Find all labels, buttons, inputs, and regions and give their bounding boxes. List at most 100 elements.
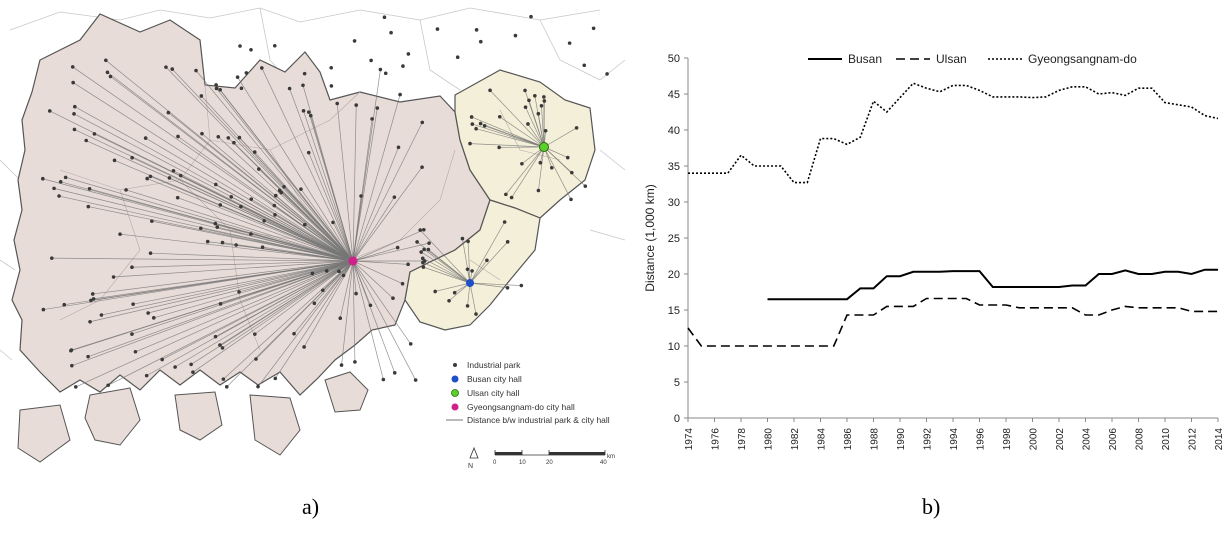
industrial-park-dot bbox=[452, 290, 457, 295]
industrial-park-dot bbox=[143, 136, 148, 140]
distance-line bbox=[251, 198, 354, 262]
series-line-gyeongsangnam-do bbox=[688, 82, 1219, 184]
industrial-park-dot bbox=[406, 262, 410, 267]
distance-line bbox=[422, 258, 471, 284]
x-tick-label: 1996 bbox=[976, 428, 987, 451]
industrial-park-dot bbox=[214, 86, 219, 91]
x-tick-label: 1976 bbox=[711, 428, 722, 451]
distance-line bbox=[310, 115, 354, 262]
distance-line bbox=[435, 282, 471, 292]
distance-line bbox=[125, 189, 354, 262]
industrial-park-dot bbox=[112, 158, 117, 163]
industrial-park-dot bbox=[574, 126, 579, 130]
distance-line bbox=[505, 146, 545, 195]
industrial-park-dot bbox=[539, 103, 544, 108]
industrial-park-dot bbox=[86, 204, 91, 209]
y-tick-label: 15 bbox=[668, 305, 680, 317]
industrial-park-dot bbox=[396, 145, 401, 150]
distance-line bbox=[222, 260, 354, 349]
distance-line bbox=[74, 106, 354, 262]
industrial-park-dot bbox=[239, 204, 243, 209]
industrial-park-dot bbox=[306, 150, 311, 155]
industrial-park-dot bbox=[502, 220, 507, 224]
industrial-park-dot bbox=[382, 15, 387, 20]
y-tick-label: 30 bbox=[668, 197, 680, 209]
industrial-park-dot bbox=[324, 269, 329, 273]
industrial-park-dot bbox=[41, 307, 46, 312]
industrial-park-dot bbox=[234, 243, 238, 247]
industrial-park-dot bbox=[124, 188, 128, 192]
industrial-park-dot bbox=[303, 222, 307, 227]
industrial-park-dot bbox=[249, 197, 254, 201]
industrial-park-dot bbox=[392, 371, 397, 375]
industrial-park-dot bbox=[70, 363, 74, 368]
industrial-park-dot bbox=[144, 373, 149, 378]
distance-line bbox=[135, 260, 354, 353]
industrial-park-dot bbox=[513, 33, 518, 38]
industrial-park-dot bbox=[455, 55, 460, 60]
industrial-park-dot bbox=[570, 170, 574, 175]
industrial-park-dot bbox=[221, 377, 226, 381]
distance-line bbox=[131, 260, 354, 268]
x-tick-label: 2012 bbox=[1188, 428, 1199, 451]
industrial-park-dot bbox=[418, 228, 423, 232]
distance-line bbox=[423, 249, 471, 284]
series-line-busan bbox=[767, 268, 1218, 301]
distance-line bbox=[352, 122, 423, 262]
distance-line bbox=[352, 247, 398, 262]
x-tick-label: 1994 bbox=[949, 428, 960, 451]
x-tick-label: 1992 bbox=[923, 428, 934, 451]
distance-line bbox=[332, 222, 354, 262]
industrial-park-dot bbox=[529, 14, 533, 19]
chart-series bbox=[687, 82, 1219, 347]
distance-line bbox=[289, 88, 354, 262]
distance-line bbox=[237, 76, 354, 262]
chart-legend: Busan Ulsan Gyeongsangnam-do bbox=[808, 52, 1137, 66]
industrial-park-dot bbox=[470, 122, 475, 126]
industrial-park-dot bbox=[73, 104, 77, 109]
industrial-park-dot bbox=[505, 240, 510, 244]
industrial-park-dot bbox=[302, 345, 306, 349]
distance-line bbox=[261, 67, 354, 262]
industrial-park-dot bbox=[91, 297, 96, 301]
distance-line bbox=[352, 107, 378, 262]
distance-line bbox=[223, 260, 354, 380]
distance-line bbox=[352, 260, 384, 380]
industrial-park-dot bbox=[354, 103, 359, 107]
scale-tick-10: 10 bbox=[519, 460, 526, 466]
industrial-park-dot bbox=[421, 260, 425, 265]
busan-region bbox=[404, 199, 541, 331]
industrial-park-dot bbox=[87, 186, 92, 191]
industrial-park-dot bbox=[238, 44, 242, 48]
distance-line bbox=[219, 260, 354, 346]
industrial-park-dot bbox=[605, 72, 609, 76]
distance-line bbox=[448, 282, 471, 302]
industrial-park-dot bbox=[391, 296, 395, 301]
industrial-park-dot bbox=[335, 101, 340, 106]
industrial-park-dot bbox=[237, 135, 242, 140]
industrial-park-dot bbox=[71, 80, 75, 85]
industrial-park-dot bbox=[72, 127, 77, 132]
ulsan-region bbox=[454, 69, 596, 219]
industrial-park-dot bbox=[213, 334, 218, 339]
industrial-park-dot bbox=[420, 256, 425, 261]
distance-line bbox=[352, 260, 371, 306]
industrial-park-dot bbox=[435, 27, 440, 31]
industrial-park-dot bbox=[310, 271, 315, 276]
industrial-park-dot bbox=[542, 99, 547, 103]
distance-line bbox=[352, 69, 381, 262]
industrial-park-dot bbox=[166, 110, 171, 115]
industrial-park-dot bbox=[249, 232, 253, 236]
legend-gyeongnam-label: Gyeongsangnam-do city hall bbox=[467, 402, 575, 412]
legend-label-ulsan: Ulsan bbox=[936, 52, 967, 66]
industrial-park-dot bbox=[301, 109, 306, 113]
industrial-park-dot bbox=[254, 357, 258, 361]
series-line-ulsan bbox=[687, 297, 1218, 347]
distance-line bbox=[423, 266, 471, 284]
industrial-park-dot bbox=[478, 121, 483, 126]
distance-line bbox=[428, 249, 471, 284]
distance-line bbox=[484, 125, 545, 148]
distance-line bbox=[300, 188, 354, 262]
distance-line bbox=[489, 90, 545, 148]
industrial-park-dot bbox=[378, 67, 383, 72]
